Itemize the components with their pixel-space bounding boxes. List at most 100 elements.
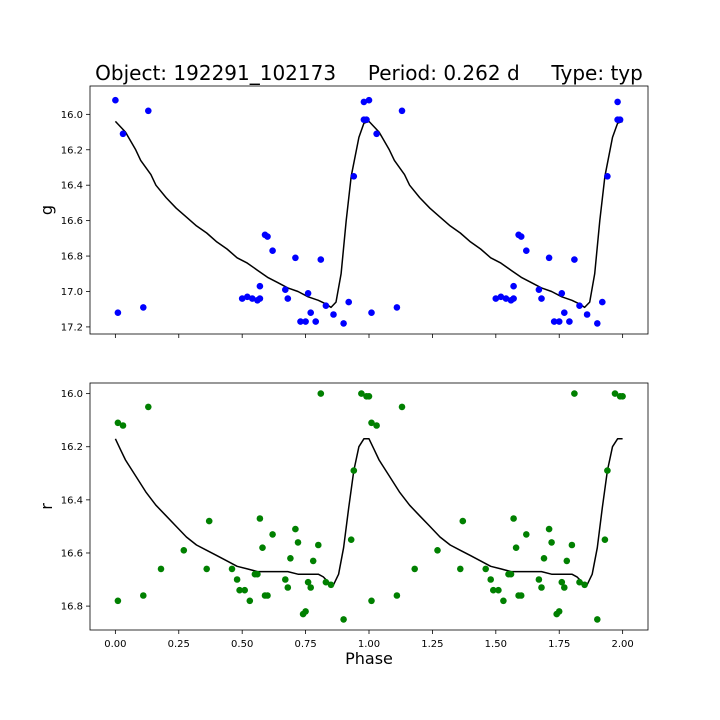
bottom-x-tick-label: 0.25 [168, 639, 190, 650]
bottom-data-point [264, 592, 271, 599]
top-y-tick-label: 17.0 [61, 287, 83, 298]
top-y-tick-label: 17.2 [61, 322, 83, 333]
bottom-data-point [512, 544, 520, 551]
bottom-data-point [548, 539, 555, 546]
bottom-x-tick-label: 1.50 [485, 639, 507, 650]
bottom-data-point [368, 597, 375, 605]
g-band-panel: 16.0 16.2 16.4 16.6 16.8 17.0 17.2 g [37, 85, 649, 338]
bottom-data-point [358, 390, 365, 397]
bottom-data-point [140, 592, 147, 599]
top-data-point [393, 304, 401, 311]
bottom-x-tick-label: 1.25 [421, 639, 443, 650]
top-data-point [576, 302, 583, 310]
top-data-point [583, 311, 591, 318]
bottom-data-point [228, 565, 236, 573]
bottom-data-point [571, 390, 578, 397]
bottom-data-point [292, 525, 299, 533]
bottom-data-point [611, 390, 619, 397]
bottom-data-point [459, 517, 467, 525]
bottom-data-point [302, 608, 309, 615]
bottom-x-tick-label: 0.50 [231, 639, 253, 650]
top-data-point [292, 254, 299, 262]
bottom-x-tick-label: 0.00 [104, 639, 126, 650]
bottom-data-point [594, 616, 601, 623]
bottom-data-point [561, 584, 568, 591]
bottom-data-point [114, 597, 122, 605]
top-data-point [594, 320, 601, 327]
bottom-data-point [145, 403, 152, 411]
top-data-point [345, 298, 353, 306]
bottom-data-point [434, 547, 441, 554]
bottom-data-point [347, 536, 355, 543]
top-data-point [256, 295, 264, 302]
bottom-data-point [203, 565, 210, 573]
top-data-point [510, 295, 517, 302]
top-data-point [363, 116, 370, 123]
top-data-point [614, 98, 621, 106]
top-data-point [561, 309, 568, 317]
bottom-data-point [368, 419, 375, 427]
bottom-data-point [307, 584, 315, 591]
top-data-point [297, 318, 304, 325]
bottom-x-tick-label: 1.75 [548, 639, 570, 650]
bottom-y-axis-label: r [37, 503, 56, 510]
bottom-data-point [317, 390, 325, 397]
bottom-y-tick-label: 16.0 [61, 389, 83, 400]
top-data-point [545, 254, 553, 262]
bottom-data-point [563, 557, 571, 565]
top-data-point [398, 107, 406, 115]
top-data-point [604, 173, 611, 180]
top-data-point [368, 309, 375, 317]
bottom-data-point [114, 419, 122, 427]
top-data-point [330, 311, 337, 318]
bottom-data-point [581, 581, 588, 589]
bottom-data-point [517, 592, 525, 599]
bottom-data-point [315, 541, 322, 549]
top-data-point [497, 293, 505, 301]
top-data-point [523, 247, 530, 254]
figure-title: Object: 192291_102173 Period: 0.262 d Ty… [95, 61, 643, 85]
top-data-point [360, 98, 368, 106]
bottom-data-point [236, 586, 243, 594]
bottom-x-tick-label: 0.75 [294, 639, 316, 650]
bottom-data-point [309, 557, 317, 565]
bottom-data-point [327, 581, 335, 589]
top-data-point [558, 290, 566, 297]
bottom-data-point [510, 515, 517, 522]
bottom-data-point [523, 531, 530, 538]
bottom-data-point [119, 422, 127, 429]
top-data-point [571, 256, 578, 263]
bottom-data-point [576, 578, 583, 586]
bottom-x-axis-label: Phase [345, 649, 393, 668]
top-data-point [322, 302, 330, 310]
top-data-point [112, 96, 119, 104]
top-y-tick-label: 16.2 [61, 145, 83, 156]
bottom-x-tick-label: 2.00 [612, 639, 634, 650]
bottom-data-point [457, 565, 464, 573]
bottom-data-point [246, 597, 254, 605]
top-data-point [269, 247, 276, 254]
top-data-point [145, 107, 152, 115]
top-data-point [550, 318, 558, 325]
bottom-data-point [604, 467, 611, 474]
bottom-data-point [233, 576, 241, 583]
top-y-tick-label: 16.0 [61, 110, 83, 121]
top-data-point [119, 130, 127, 138]
bottom-data-point [205, 517, 213, 525]
top-data-point [555, 318, 563, 325]
bottom-data-point [287, 555, 294, 562]
bottom-data-point [269, 531, 276, 538]
top-data-point [312, 318, 320, 325]
bottom-data-point [482, 565, 490, 573]
bottom-data-point [411, 565, 419, 573]
top-data-point [304, 290, 312, 297]
top-data-point [340, 320, 347, 327]
bottom-data-point [500, 597, 507, 605]
top-data-point [238, 295, 246, 302]
bottom-data-point [555, 608, 563, 615]
top-data-point [365, 96, 373, 104]
top-data-point [114, 309, 122, 317]
top-data-point [599, 298, 606, 306]
bottom-data-point [507, 570, 515, 578]
